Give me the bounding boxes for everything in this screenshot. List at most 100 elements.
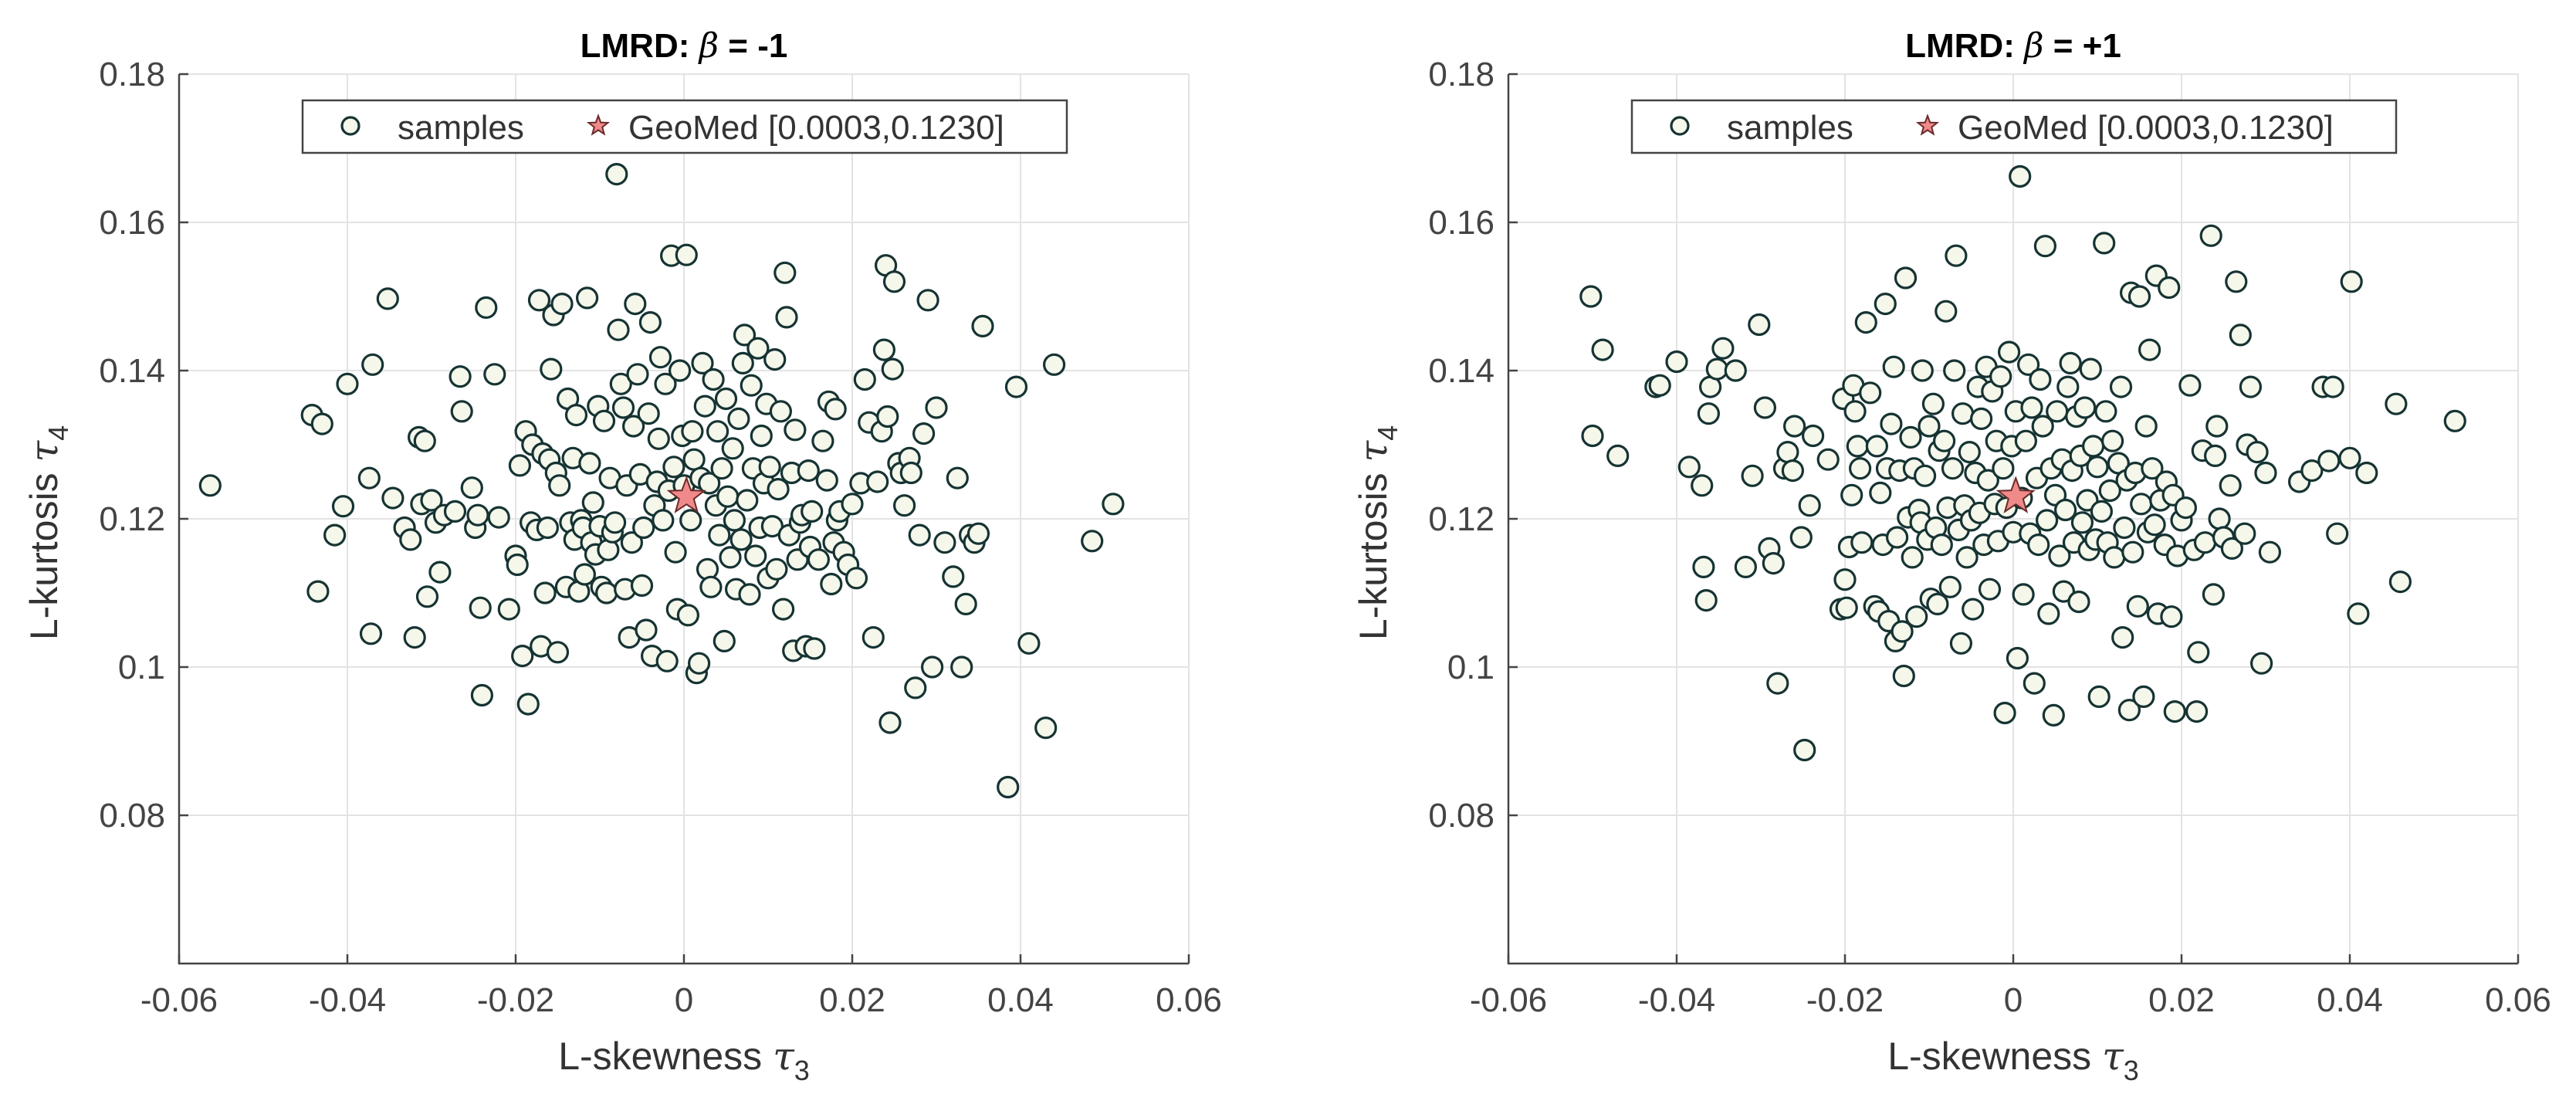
- legend-samples-label: samples: [398, 109, 524, 147]
- sample-point: [460, 476, 483, 500]
- y-axis-label-subscript: 4: [42, 425, 74, 441]
- sample-point: [2130, 493, 2153, 516]
- sample-point: [605, 163, 628, 186]
- legend-geomed-label: GeoMed [0.0003,0.1230]: [628, 109, 1004, 147]
- sample-point: [1846, 435, 1869, 458]
- y-axis-label: L-kurtosis τ4: [22, 425, 74, 640]
- sample-point: [2202, 583, 2225, 606]
- sample-point: [933, 531, 956, 554]
- sample-point: [470, 683, 494, 707]
- sample-point: [1762, 551, 1785, 575]
- sample-point: [469, 596, 492, 619]
- sample-point: [675, 243, 698, 266]
- sample-point: [2029, 368, 2052, 391]
- sample-point: [647, 427, 670, 450]
- geomed-marker-layer: [1995, 476, 2036, 513]
- sample-point: [2031, 415, 2054, 438]
- x-tick-label: -0.02: [1806, 981, 1884, 1019]
- sample-point: [1941, 457, 1965, 480]
- chart-panel-beta-plus-1: -0.06 -0.04 -0.02 0 0.02 0.04 0.06 0.08 0.1 0.12 0…: [1351, 26, 2551, 1086]
- sample-point: [1017, 632, 1041, 655]
- sample-point: [803, 637, 826, 660]
- sample-point: [1943, 359, 1966, 382]
- sample-point: [2017, 353, 2040, 376]
- y-axis-label-subscript: 4: [1372, 425, 1403, 441]
- legend-box: [301, 99, 1068, 154]
- sample-point: [710, 457, 733, 480]
- sample-point: [773, 261, 797, 284]
- sample-point: [1789, 526, 1813, 549]
- sample-point: [578, 452, 601, 475]
- sample-point: [2093, 232, 2116, 255]
- sample-point: [2233, 522, 2256, 545]
- sample-point: [668, 359, 692, 382]
- sample-point: [878, 711, 902, 734]
- x-tick-label: 0: [2004, 981, 2023, 1019]
- y-tick-label: 0.14: [99, 352, 165, 390]
- sample-point: [2258, 540, 2281, 564]
- sample-point: [2094, 400, 2117, 423]
- x-tick-label: -0.06: [1470, 981, 1547, 1019]
- sample-point: [681, 420, 704, 443]
- sample-point: [1694, 588, 1718, 612]
- sample-point: [595, 581, 618, 605]
- sample-point: [942, 565, 965, 588]
- sample-point: [2158, 276, 2181, 300]
- sample-point: [950, 655, 973, 679]
- sample-point: [1776, 440, 1799, 464]
- title-prefix: LMRD:: [1905, 27, 2015, 65]
- sample-point: [691, 351, 714, 374]
- sample-point: [2090, 500, 2113, 523]
- sample-point: [540, 357, 563, 381]
- sample-point: [733, 323, 757, 347]
- sample-point: [2101, 429, 2124, 452]
- sample-point: [1648, 374, 1671, 397]
- sample-point: [1724, 359, 1747, 382]
- sample-point: [2056, 375, 2080, 398]
- sample-point: [1081, 530, 1104, 553]
- sample-point: [1970, 407, 1993, 431]
- sample-point: [1034, 716, 1058, 740]
- sample-point: [2012, 583, 2035, 606]
- sample-point: [2103, 546, 2126, 569]
- sample-point: [713, 629, 736, 653]
- sample-point: [1930, 533, 1953, 557]
- sample-point: [820, 572, 843, 596]
- sample-point: [527, 289, 551, 312]
- sample-point: [740, 374, 763, 397]
- sample-point: [550, 293, 574, 316]
- sample-point: [2109, 375, 2133, 398]
- sample-point: [2338, 446, 2361, 469]
- sample-point: [1854, 311, 1877, 334]
- sample-point: [2006, 646, 2029, 670]
- sample-point: [415, 585, 439, 608]
- sample-point: [1978, 578, 2002, 601]
- sample-point: [882, 270, 906, 293]
- sample-point: [693, 395, 716, 418]
- sample-point: [2048, 544, 2071, 567]
- legend-samples-label: samples: [1727, 109, 1853, 147]
- sample-point: [682, 448, 706, 471]
- legend-samples-marker: [1670, 116, 1690, 136]
- sample-point: [767, 477, 790, 501]
- sample-point: [638, 311, 662, 334]
- sample-point: [2163, 699, 2186, 723]
- sample-point: [1945, 244, 1968, 267]
- sample-point: [702, 368, 725, 391]
- sample-point: [2199, 224, 2222, 247]
- sample-point: [1865, 435, 1888, 458]
- sample-point: [626, 363, 649, 386]
- sample-point: [331, 495, 355, 518]
- grid-lines: [1508, 73, 2519, 964]
- sample-point: [1748, 313, 1771, 337]
- sample-point: [699, 575, 723, 598]
- sample-point: [1869, 481, 1892, 505]
- sample-point: [1899, 425, 1922, 449]
- sample-point: [1938, 575, 1962, 598]
- sample-point: [359, 622, 383, 645]
- sample-point: [876, 405, 899, 428]
- sample-point: [1901, 546, 1924, 569]
- sample-point: [575, 286, 599, 310]
- sample-point: [516, 693, 540, 716]
- sample-point: [611, 396, 635, 419]
